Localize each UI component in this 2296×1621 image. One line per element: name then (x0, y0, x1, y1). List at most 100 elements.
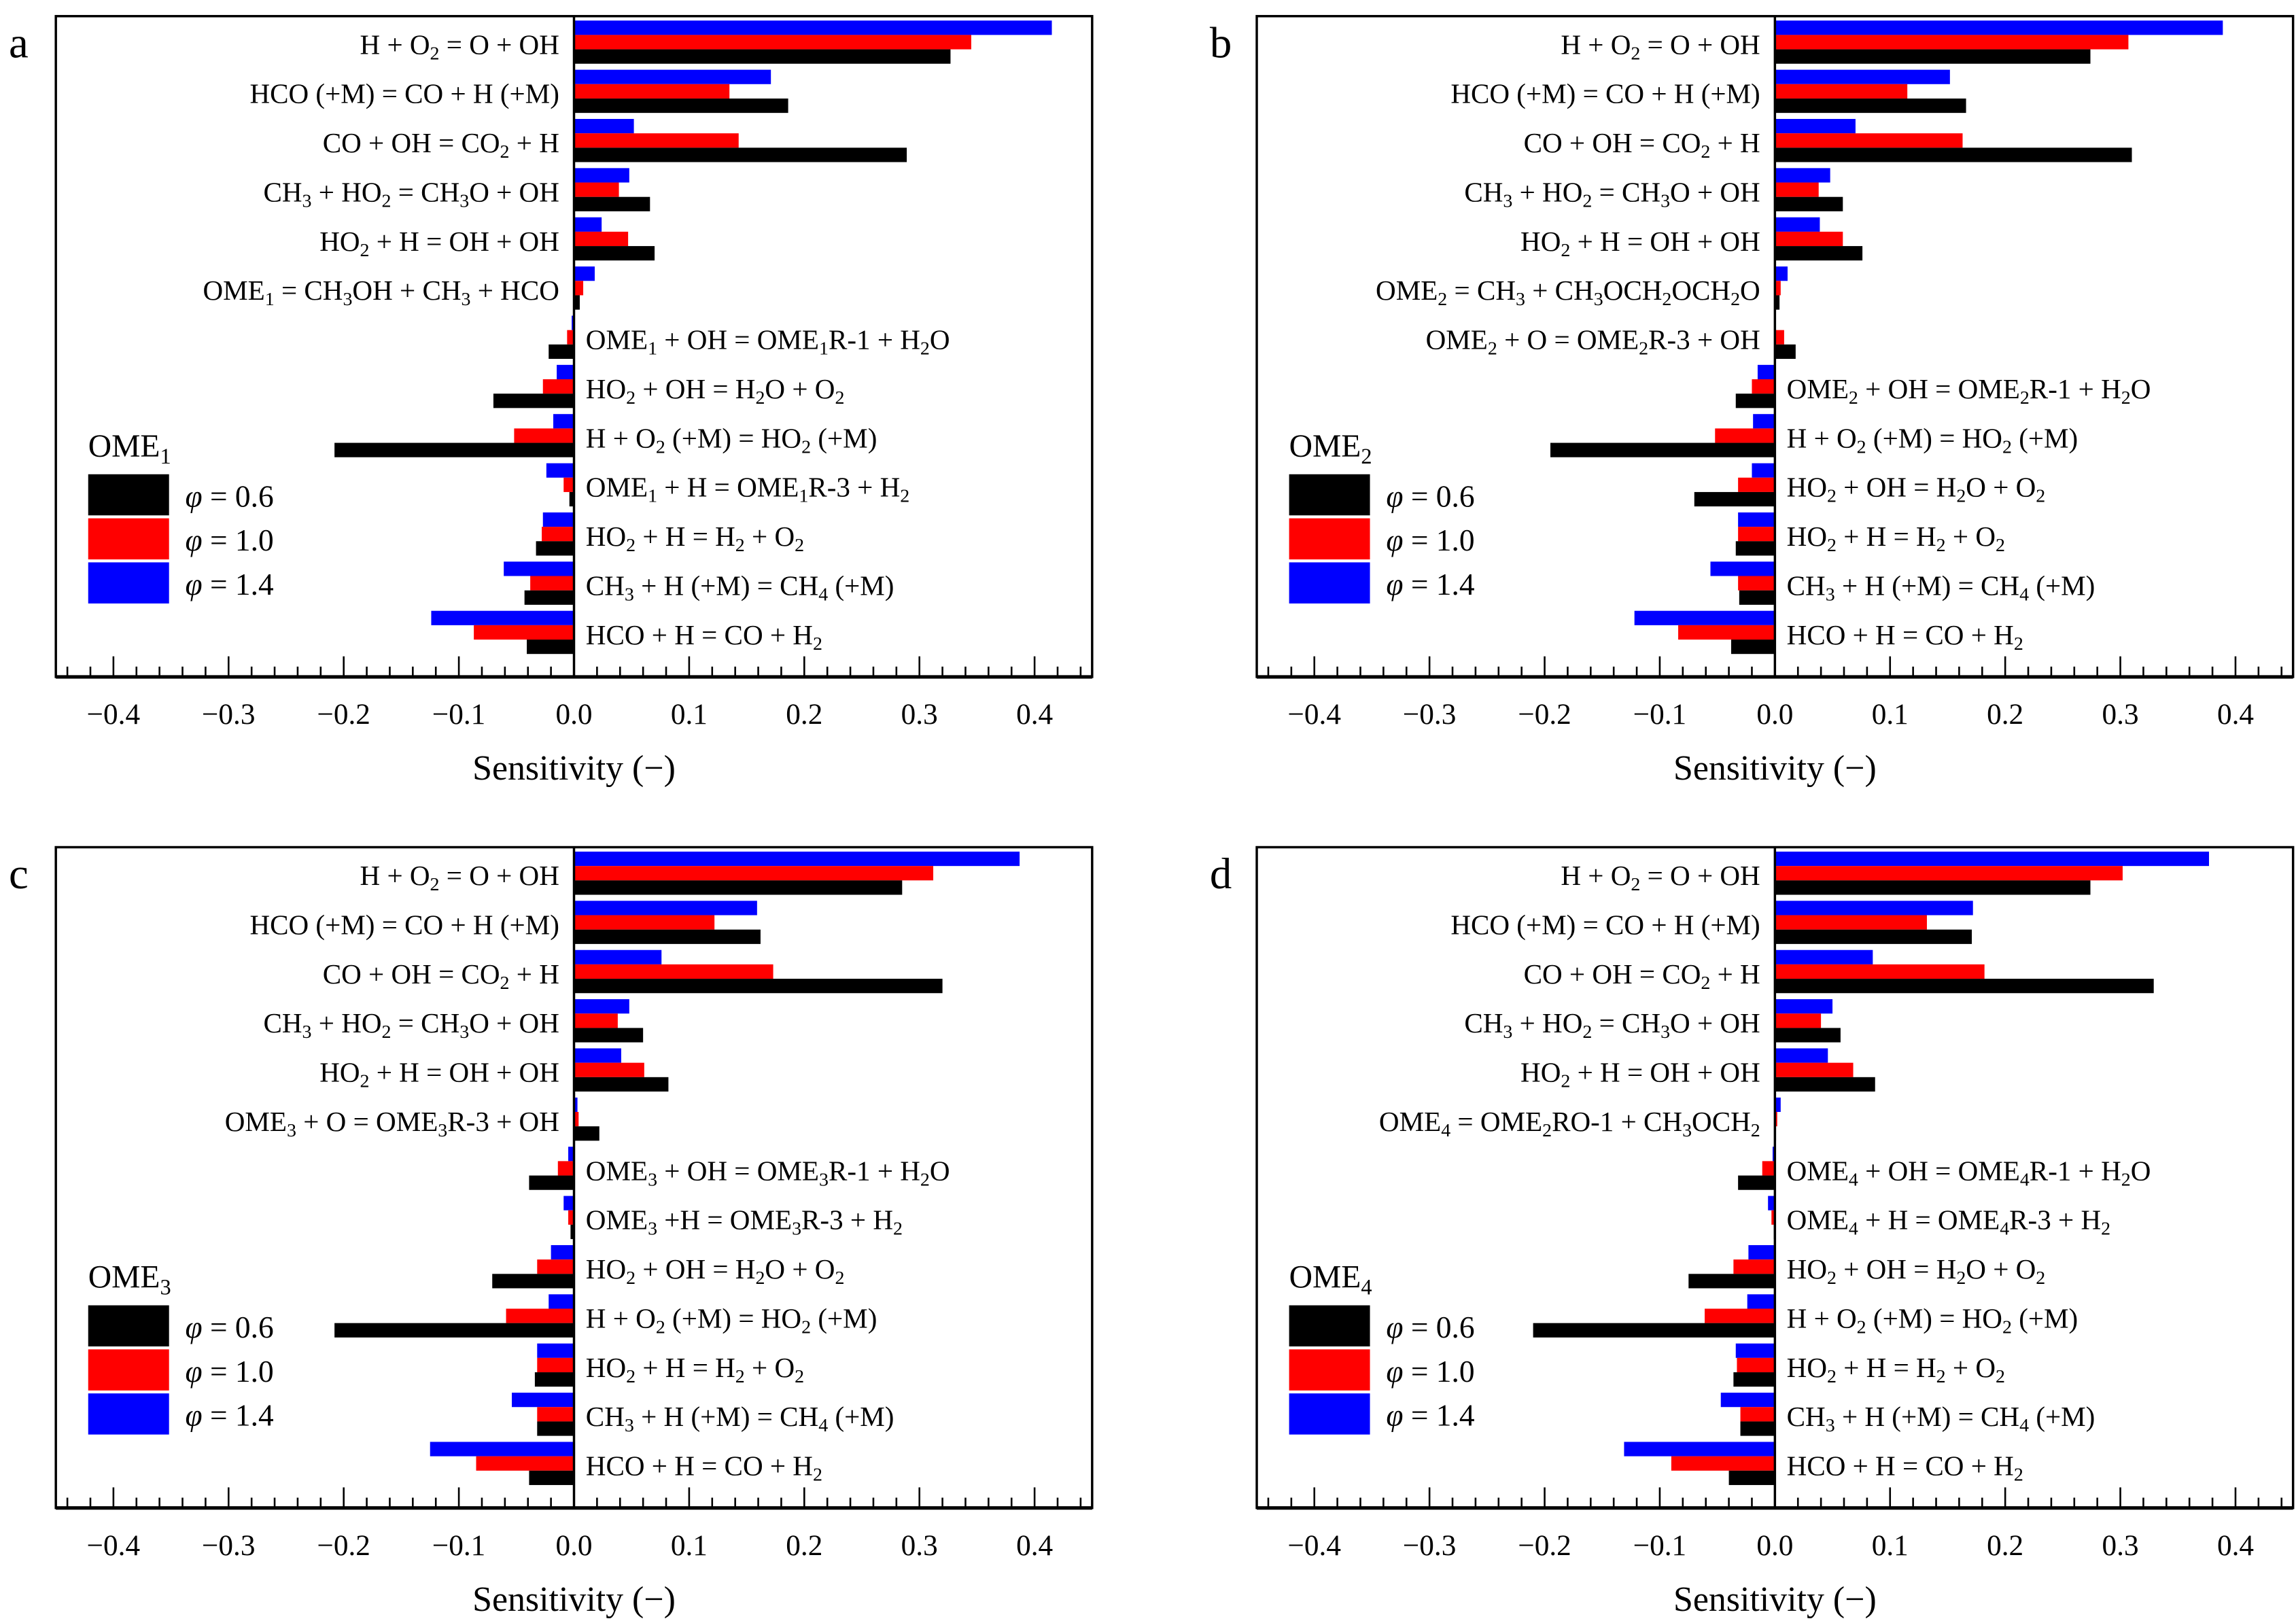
bar (574, 866, 934, 881)
reaction-label: CH3 + H (+M) = CH4 (+M) (1787, 1401, 2095, 1436)
bar (574, 295, 580, 310)
reaction-label: OME2 = CH3 + CH3OCH2OCH2O (1376, 275, 1760, 310)
x-tick-label: −0.3 (202, 698, 255, 731)
bar (574, 266, 595, 281)
bar (1775, 133, 1963, 148)
bar (574, 118, 634, 134)
bar (506, 1308, 574, 1323)
bar (1775, 851, 2210, 867)
reaction-label: OME3 +H = OME3R-3 + H2 (586, 1204, 903, 1240)
x-tick-label: −0.2 (317, 1529, 370, 1562)
legend-label: φ = 1.0 (185, 523, 273, 557)
reaction-label: HCO + H = CO + H2 (586, 1450, 822, 1486)
bar (1775, 915, 1927, 930)
legend-title: OME4 (1289, 1260, 1372, 1300)
bar (574, 1112, 579, 1127)
reaction-label: H + O2 (+M) = HO2 (+M) (1787, 1302, 2078, 1338)
bar (1775, 1028, 1841, 1043)
x-tick-label: 0.0 (555, 698, 592, 731)
bar (1771, 1210, 1775, 1225)
reaction-label: CO + OH = CO2 + H (1524, 127, 1760, 162)
bar (574, 20, 1052, 35)
bar (1775, 84, 1908, 99)
bar (504, 561, 574, 576)
bar (574, 851, 1020, 867)
bar (514, 428, 574, 443)
legend-title: OME3 (88, 1260, 171, 1300)
bar (537, 1357, 574, 1373)
bar (563, 1196, 574, 1210)
x-axis-title: Sensitivity (−) (472, 749, 676, 788)
reaction-label: H + O2 = O + OH (1561, 860, 1760, 895)
legend-swatch (1289, 1349, 1370, 1391)
x-tick-label: 0.3 (901, 698, 938, 731)
reaction-label: CO + OH = CO2 + H (323, 127, 559, 162)
reaction-label: HO2 + OH = H2O + O2 (586, 373, 845, 408)
bar (1624, 1442, 1775, 1457)
bar (1775, 281, 1781, 296)
reaction-label: HO2 + H = H2 + O2 (586, 1352, 804, 1387)
legend-swatch (88, 1305, 169, 1347)
bar (1762, 1161, 1775, 1176)
bar (537, 1407, 574, 1422)
bar (570, 1224, 574, 1240)
reaction-label: OME3 + O = OME3R-3 + OH (225, 1106, 559, 1141)
x-tick-label: −0.4 (1288, 698, 1341, 731)
bar (574, 196, 650, 211)
reaction-label: H + O2 = O + OH (360, 29, 559, 64)
bar (574, 168, 629, 183)
x-tick-label: −0.4 (87, 698, 140, 731)
bar (574, 1013, 618, 1028)
legend-swatch (88, 1349, 169, 1391)
bar (557, 364, 574, 380)
x-tick-label: −0.1 (1633, 698, 1686, 731)
legend-label: φ = 1.4 (185, 1399, 273, 1433)
x-tick-label: 0.3 (901, 1529, 938, 1562)
legend-label: φ = 1.4 (185, 568, 273, 602)
bar (574, 1097, 578, 1113)
bar (542, 527, 574, 542)
bar (1775, 69, 1950, 84)
bar (1733, 1259, 1775, 1274)
x-tick-label: −0.2 (1518, 698, 1571, 731)
legend-swatch (1289, 518, 1370, 560)
reaction-label: HO2 + OH = H2O + O2 (586, 1253, 845, 1289)
bar (1775, 1062, 1854, 1077)
reaction-label: HO2 + OH = H2O + O2 (1787, 472, 2046, 507)
bar (574, 84, 730, 99)
x-tick-label: −0.3 (202, 1529, 255, 1562)
bar (474, 625, 574, 640)
x-tick-label: 0.0 (1756, 698, 1793, 731)
bar (1775, 295, 1780, 310)
bar (334, 442, 574, 457)
x-tick-label: 0.2 (1987, 698, 2023, 731)
reaction-label: OME4 + H = OME4R-3 + H2 (1787, 1204, 2110, 1240)
legend-label: φ = 1.4 (1386, 1399, 1474, 1433)
bar (557, 1161, 574, 1176)
bar (1775, 330, 1784, 345)
bar (568, 1210, 574, 1225)
legend-label: φ = 1.0 (185, 1355, 273, 1389)
bar (574, 98, 788, 114)
x-axis-title: Sensitivity (−) (1673, 749, 1877, 788)
bar (1775, 196, 1843, 211)
x-tick-label: −0.3 (1403, 698, 1456, 731)
bar (563, 477, 574, 492)
bar (1671, 1456, 1775, 1471)
bar (1775, 1097, 1781, 1113)
bar (1775, 182, 1819, 197)
reaction-label: CH3 + HO2 = CH3O + OH (1464, 177, 1760, 212)
legend-title: OME1 (88, 429, 171, 468)
bar (574, 1077, 669, 1092)
bar (574, 999, 629, 1014)
reaction-label: HO2 + H = H2 + O2 (1787, 521, 2005, 556)
bar (574, 35, 971, 50)
bar (1747, 1294, 1775, 1309)
reaction-label: HCO (+M) = CO + H (+M) (1450, 78, 1760, 109)
panel-d: d H + O2 = O + OH HCO (+M) = CO + H (+M) CO… (1210, 846, 2295, 1619)
legend-label: φ = 1.4 (1386, 568, 1474, 602)
x-tick-label: −0.4 (87, 1529, 140, 1562)
reaction-label: OME3 + OH = OME3R-1 + H2O (586, 1155, 950, 1190)
bar (1688, 1274, 1775, 1289)
